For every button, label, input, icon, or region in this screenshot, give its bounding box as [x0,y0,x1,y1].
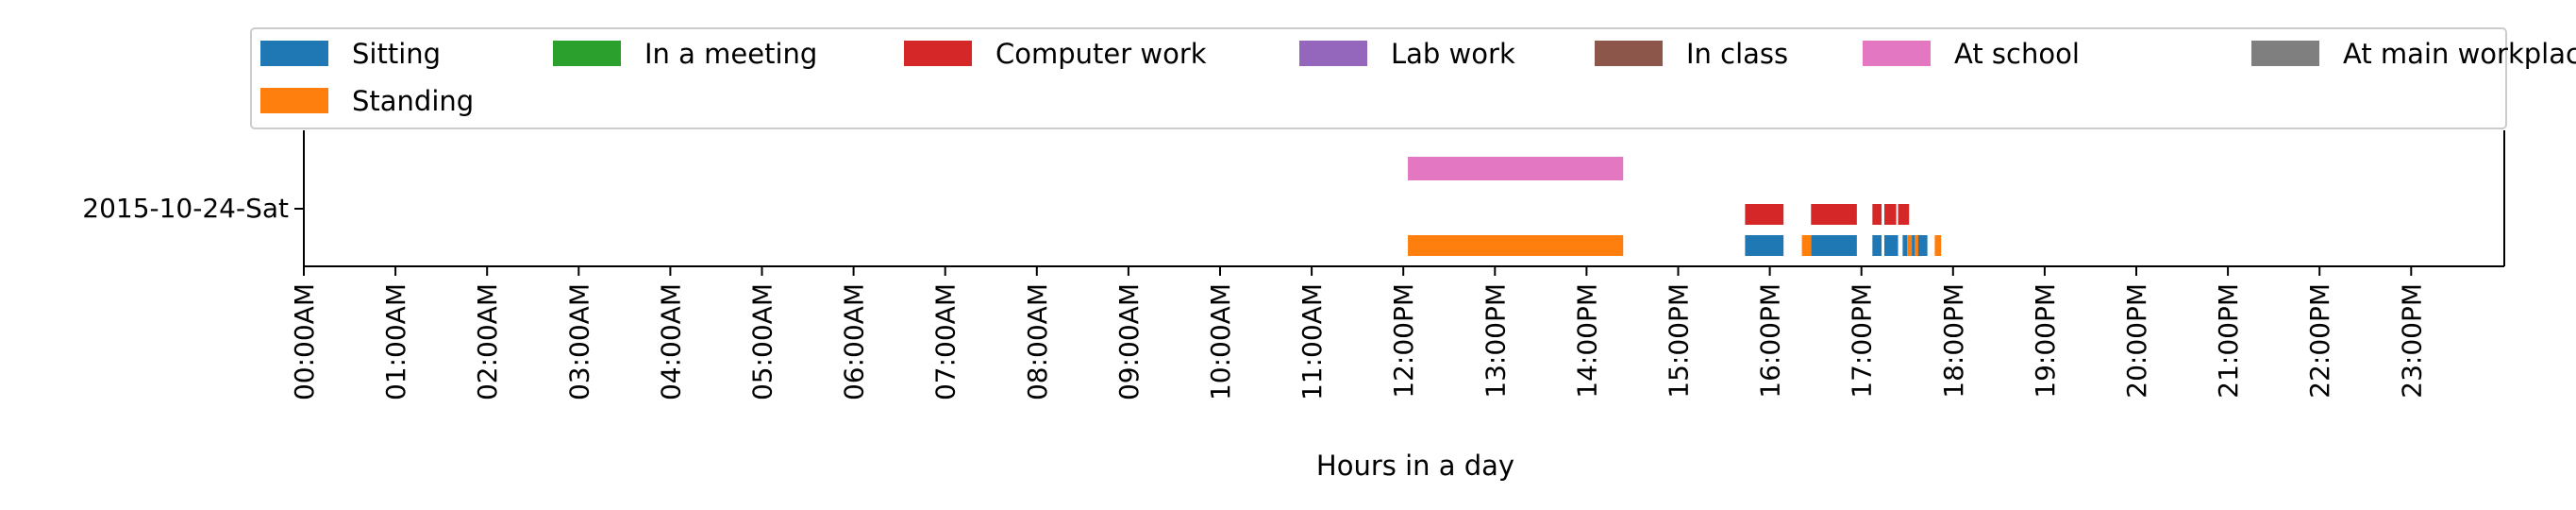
standing-bar [1934,235,1942,256]
sitting-bar [1902,235,1908,256]
x-tick-label: 16:00PM [1755,283,1786,399]
computer-work-bar [1883,204,1897,225]
x-tick-label: 00:00AM [289,283,320,400]
x-tick-label: 04:00AM [655,283,686,400]
x-tick-label: 12:00PM [1388,283,1419,399]
standing-bar [1915,235,1918,256]
x-tick-label: 23:00PM [2396,283,2427,399]
standing-legend-swatch [260,88,328,113]
sitting-legend-swatch [260,41,328,66]
lab-work-legend-label: Lab work [1391,38,1515,70]
in-class-legend-swatch [1595,41,1663,66]
x-tick-label: 18:00PM [1938,283,1969,399]
x-tick-label: 22:00PM [2304,283,2335,399]
x-tick-label: 10:00AM [1205,283,1236,400]
x-tick-label: 08:00AM [1022,283,1053,400]
axes: 2015-10-24-Sat 00:00AM 01:00AM 02:00AM 03:00… [82,130,2505,482]
sitting-bar [1811,235,1857,256]
at-main-workplace-legend-swatch [2251,41,2319,66]
x-tick-label: 03:00AM [563,283,594,400]
sitting-bar [1883,235,1899,256]
x-tick-label: 14:00PM [1571,283,1602,399]
legend: Sitting In a meeting Computer work Lab work… [250,27,2576,129]
x-tick-label: 09:00AM [1113,283,1145,400]
in-a-meeting-legend-swatch [553,41,621,66]
computer-work-legend-swatch [904,41,972,66]
sitting-bar [1872,235,1882,256]
x-tick-label: 07:00AM [930,283,962,400]
x-tick-label: 06:00AM [839,283,870,400]
in-class-legend-label: In class [1686,38,1788,70]
at-school-bar [1408,157,1624,180]
at-school-legend-swatch [1863,41,1931,66]
x-tick-label: 17:00PM [1847,283,1878,399]
standing-bar [1907,235,1913,256]
x-axis-label: Hours in a day [1316,450,1514,482]
lab-work-legend-swatch [1299,41,1367,66]
x-tick-label: 21:00PM [2213,283,2244,399]
computer-work-bar [1745,204,1784,225]
computer-work-bar [1811,204,1857,225]
at-school-legend-label: At school [1954,38,2080,70]
sitting-bar [1745,235,1784,256]
computer-work-bar [1872,204,1882,225]
at-main-workplace-legend-label: At main workplace [2343,38,2576,70]
sitting-bar [1912,235,1928,256]
computer-work-bar [1898,204,1910,225]
x-tick-label: 05:00AM [747,283,778,400]
chart-marks [1408,157,1942,256]
x-tick-label: 15:00PM [1664,283,1695,399]
sitting-legend-label: Sitting [352,38,441,70]
legend-frame [250,27,2507,129]
x-tick-label: 19:00PM [2030,283,2061,399]
x-tick-label: 01:00AM [380,283,411,400]
y-tick-label: 2015-10-24-Sat [82,193,289,224]
x-tick-label: 11:00AM [1296,283,1328,400]
in-a-meeting-legend-label: In a meeting [644,38,817,70]
standing-legend-label: Standing [352,85,474,117]
x-tick-label: 02:00AM [472,283,503,400]
standing-bar [1801,235,1812,256]
x-tick-label: 13:00PM [1480,283,1511,399]
standing-bar [1408,235,1624,256]
x-tick-label: 20:00PM [2121,283,2152,399]
computer-work-legend-label: Computer work [995,38,1207,70]
